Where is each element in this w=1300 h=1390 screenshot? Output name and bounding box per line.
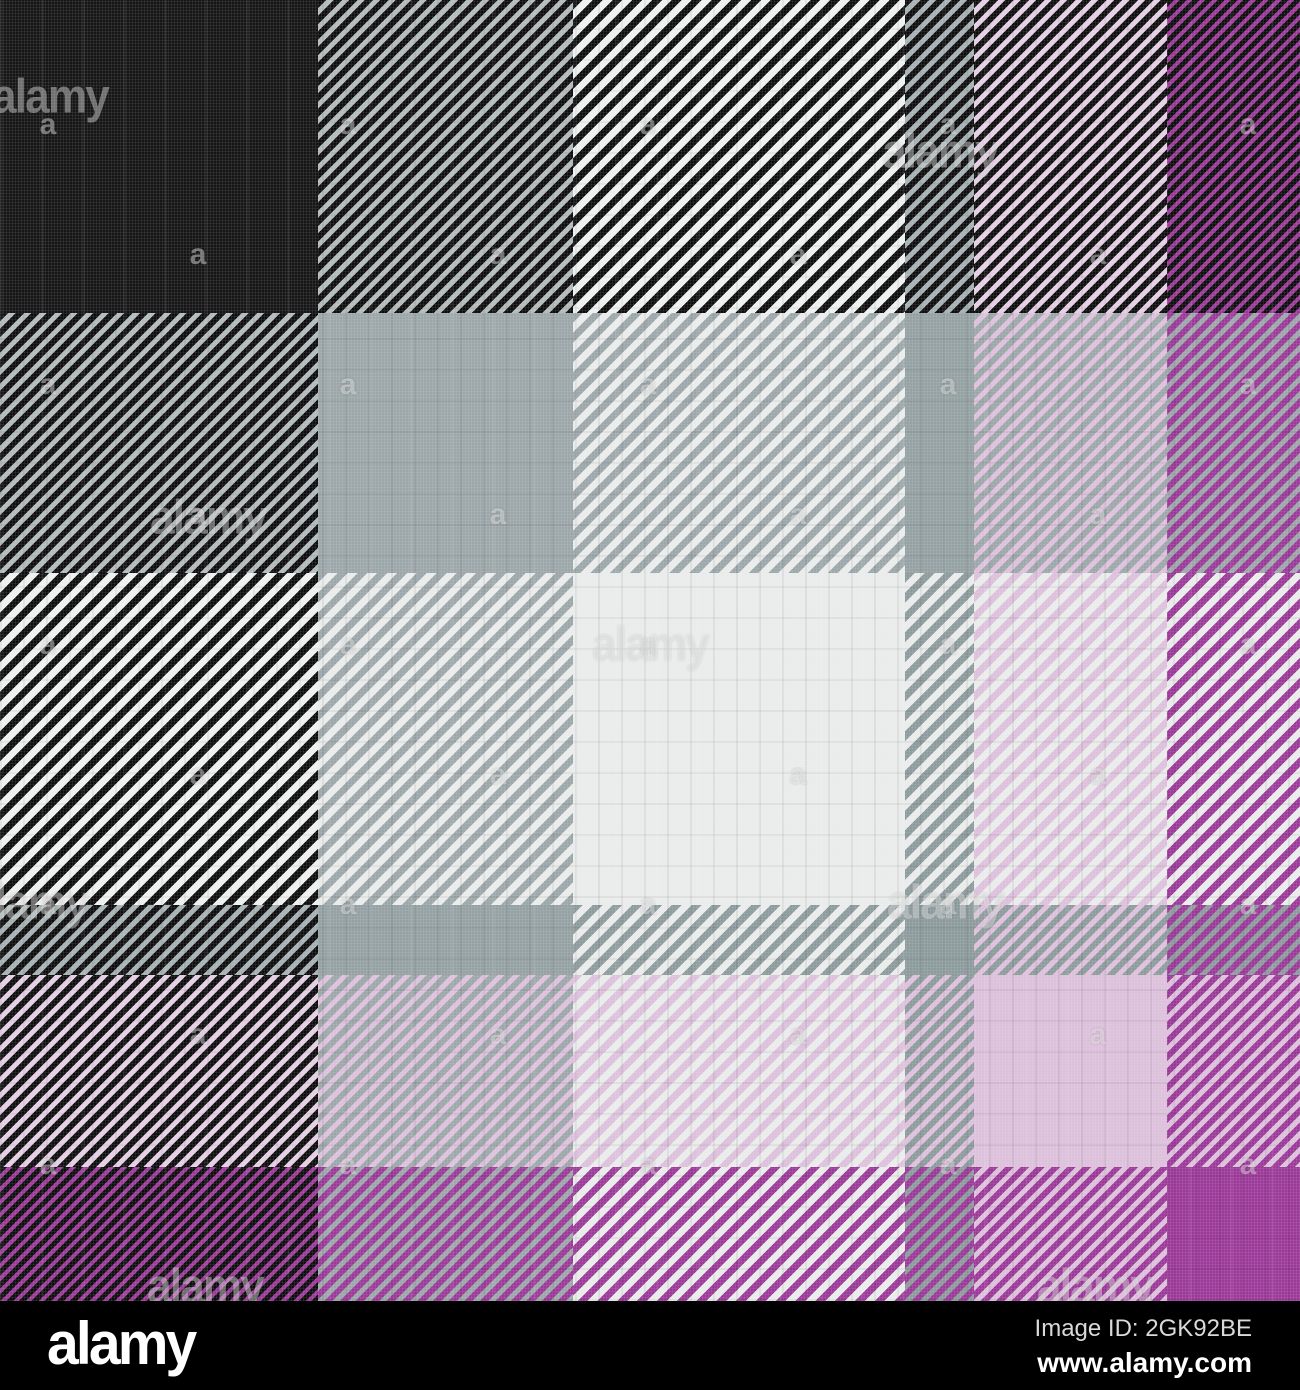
plaid-cell-gray-x-gray [318,905,573,975]
plaid-cell-white-x-gray [905,573,974,905]
credit-bar: alamy Image ID: 2GK92BE www.alamy.com [0,1301,1300,1390]
plaid-cell-black-x-black [0,0,318,313]
plaid-cell-purple-x-gray [905,1167,974,1301]
image-id-text: Image ID: 2GK92BE [1034,1315,1252,1342]
plaid-cell-gray-x-purple [1167,313,1300,573]
plaid-cell-gray-x-purple [1167,905,1300,975]
plaid-cell-gray-x-gray [905,313,974,573]
plaid-cell-purple-x-white [573,1167,905,1301]
alamy-logo: alamy [47,1310,197,1377]
plaid-cell-white-x-purple [1167,573,1300,905]
plaid-cell-black-x-purple [1167,0,1300,313]
plaid-cell-gray-x-gray [318,313,573,573]
plaid-cell-black-x-pink [974,0,1167,313]
plaid-cell-black-x-gray [318,0,573,313]
website-url-text: www.alamy.com [1037,1347,1252,1378]
plaid-cell-gray-x-pink [974,313,1167,573]
plaid-cell-pink-x-gray [318,975,573,1167]
plaid-cell-purple-x-gray [318,1167,573,1301]
plaid-cell-pink-x-pink [974,975,1167,1167]
plaid-fabric-swatch [0,0,1300,1301]
plaid-cell-black-x-gray [905,0,974,313]
plaid-cell-white-x-black [0,573,318,905]
plaid-cell-purple-x-purple [1167,1167,1300,1301]
plaid-cell-white-x-pink [974,573,1167,905]
plaid-cell-gray-x-white [573,905,905,975]
plaid-cell-pink-x-white [573,975,905,1167]
plaid-cell-gray-x-gray [905,905,974,975]
plaid-cell-white-x-gray [318,573,573,905]
plaid-cell-gray-x-white [573,313,905,573]
plaid-cell-pink-x-gray [905,975,974,1167]
plaid-cell-gray-x-pink [974,905,1167,975]
plaid-cell-gray-x-black [0,313,318,573]
plaid-cell-pink-x-purple [1167,975,1300,1167]
plaid-cell-gray-x-black [0,905,318,975]
plaid-cell-purple-x-black [0,1167,318,1301]
plaid-cell-purple-x-pink [974,1167,1167,1301]
plaid-cell-black-x-white [573,0,905,313]
plaid-cell-pink-x-black [0,975,318,1167]
plaid-cell-white-x-white [573,573,905,905]
